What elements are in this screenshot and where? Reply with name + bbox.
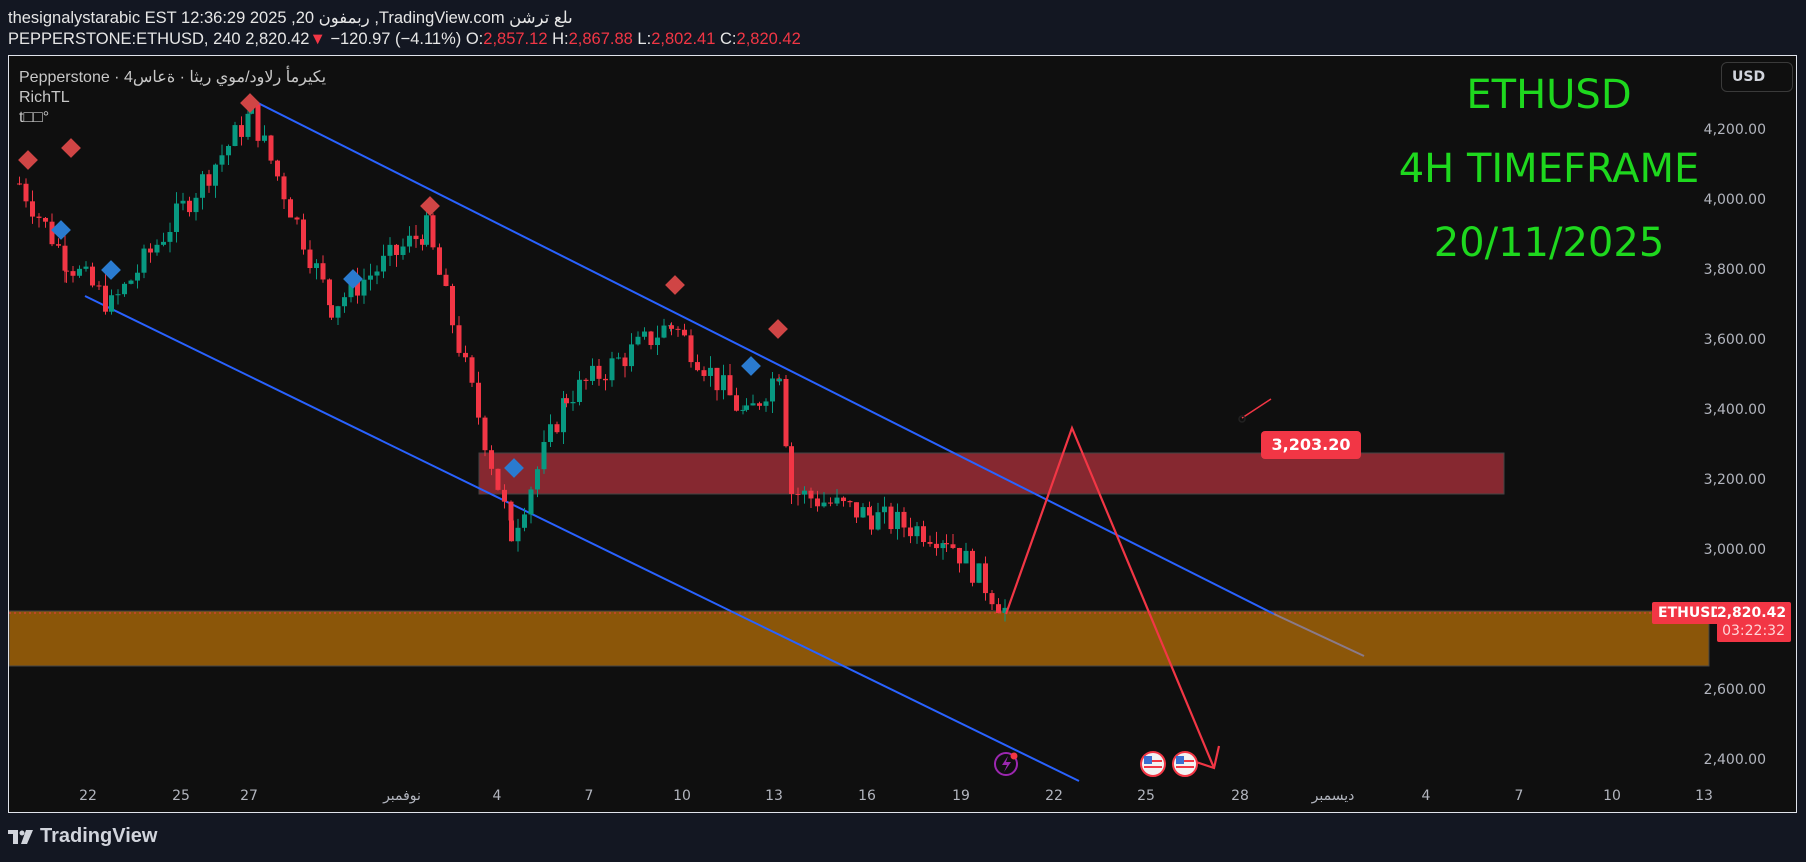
chart-pane[interactable]: Pepperstone · يكيرمأ رلاود/موي ريثا · ةع… <box>8 55 1797 813</box>
price-tick: 3,000.00 <box>1703 542 1766 558</box>
swing-high-marker <box>61 138 81 158</box>
close-value: 2,820.42 <box>736 30 801 48</box>
time-tick: 16 <box>858 788 876 804</box>
time-tick: 28 <box>1231 788 1249 804</box>
time-tick: 13 <box>765 788 783 804</box>
swing-high-marker <box>665 275 685 295</box>
current-price-value: 2,820.42 <box>1717 605 1787 621</box>
swing-high-marker <box>18 150 38 170</box>
last-price: 2,820.42 <box>245 30 310 48</box>
swing-high-marker <box>768 319 788 339</box>
header-ohlc: PEPPERSTONE:ETHUSD, 240 2,820.42▼ −120.9… <box>8 30 801 49</box>
high-value: 2,867.88 <box>568 30 633 48</box>
channel-upper-extension <box>1273 613 1365 657</box>
swing-low-marker <box>343 269 363 289</box>
down-arrow-icon: ▼ <box>309 30 326 48</box>
open-label: O: <box>465 30 484 48</box>
price-tick: 2,600.00 <box>1703 682 1766 698</box>
time-tick: 22 <box>1045 788 1063 804</box>
time-tick: 13 <box>1695 788 1713 804</box>
price-tick: 4,000.00 <box>1703 192 1766 208</box>
open-value: 2,857.12 <box>483 30 548 48</box>
callout-anchor[interactable] <box>1238 415 1246 423</box>
time-tick: 19 <box>952 788 970 804</box>
currency-button[interactable]: USD <box>1721 62 1793 92</box>
time-tick: 27 <box>240 788 258 804</box>
channel-upper-line[interactable] <box>251 99 1275 615</box>
time-tick: 10 <box>1603 788 1621 804</box>
close-label: C: <box>720 30 737 48</box>
time-tick: 10 <box>673 788 691 804</box>
symbol-price-tag: ETHUSD <box>1652 602 1728 624</box>
price-tick: 2,400.00 <box>1703 752 1766 768</box>
channel-lower-line[interactable] <box>84 295 1080 782</box>
watermark-date: 20/11/2025 <box>1433 220 1665 266</box>
time-tick: 7 <box>1514 788 1524 804</box>
us-flag-event-icon[interactable] <box>1140 751 1166 777</box>
time-tick: 7 <box>584 788 594 804</box>
time-tick: ديسمبر <box>1311 788 1355 804</box>
price-callout[interactable]: 3,203.20 <box>1261 431 1361 459</box>
price-tick: 3,400.00 <box>1703 402 1766 418</box>
chart-canvas[interactable] <box>9 56 1797 813</box>
us-flag-event-icon[interactable] <box>1172 751 1198 777</box>
time-tick: 22 <box>79 788 97 804</box>
price-tick: 3,200.00 <box>1703 472 1766 488</box>
time-tick: 25 <box>1137 788 1155 804</box>
lightning-event-icon[interactable] <box>994 752 1018 776</box>
resistance-zone[interactable] <box>478 452 1505 495</box>
brand-name: TradingView <box>40 825 158 847</box>
symbol-label: PEPPERSTONE:ETHUSD, 240 <box>8 30 241 48</box>
tradingview-logo-icon <box>8 829 33 844</box>
time-tick: 4 <box>1421 788 1431 804</box>
header-publish-info: thesignalystarabic EST 12:36:29 2025 ,20… <box>8 9 573 27</box>
watermark-timeframe: 4H TIMEFRAME <box>1398 146 1700 192</box>
bar-countdown: 03:22:32 <box>1722 623 1785 639</box>
high-label: H: <box>552 30 569 48</box>
legend-indicator-name[interactable]: RichTL <box>19 89 70 106</box>
legend-indicator-values: t□□° <box>19 109 50 126</box>
price-tick: 3,800.00 <box>1703 262 1766 278</box>
tradingview-logo[interactable]: TradingView <box>8 825 157 848</box>
watermark-symbol: ETHUSD <box>1466 72 1632 118</box>
chart-legend[interactable]: Pepperstone · يكيرمأ رلاود/موي ريثا · ةع… <box>19 68 326 128</box>
support-zone[interactable] <box>9 610 1710 667</box>
swing-low-marker <box>504 458 524 478</box>
swing-markers <box>18 93 788 478</box>
current-price-tag: 2,820.42 03:22:32 <box>1717 602 1791 642</box>
low-value: 2,802.41 <box>651 30 716 48</box>
swing-low-marker <box>101 260 121 280</box>
time-tick: 25 <box>172 788 190 804</box>
arrow-down-icon <box>1192 745 1221 770</box>
low-label: L: <box>637 30 652 48</box>
swing-high-marker <box>420 196 440 216</box>
price-tick: 3,600.00 <box>1703 332 1766 348</box>
price-tick: 4,200.00 <box>1703 122 1766 138</box>
time-tick: نوفمبر <box>383 788 421 804</box>
candlestick-series <box>17 102 1008 622</box>
legend-symbol-line: Pepperstone · يكيرمأ رلاود/موي ريثا · ةع… <box>19 69 327 86</box>
change-value: −120.97 (−4.11%) <box>330 30 462 48</box>
projection-path[interactable] <box>1004 424 1216 769</box>
time-tick: 4 <box>492 788 502 804</box>
swing-low-marker <box>741 356 761 376</box>
